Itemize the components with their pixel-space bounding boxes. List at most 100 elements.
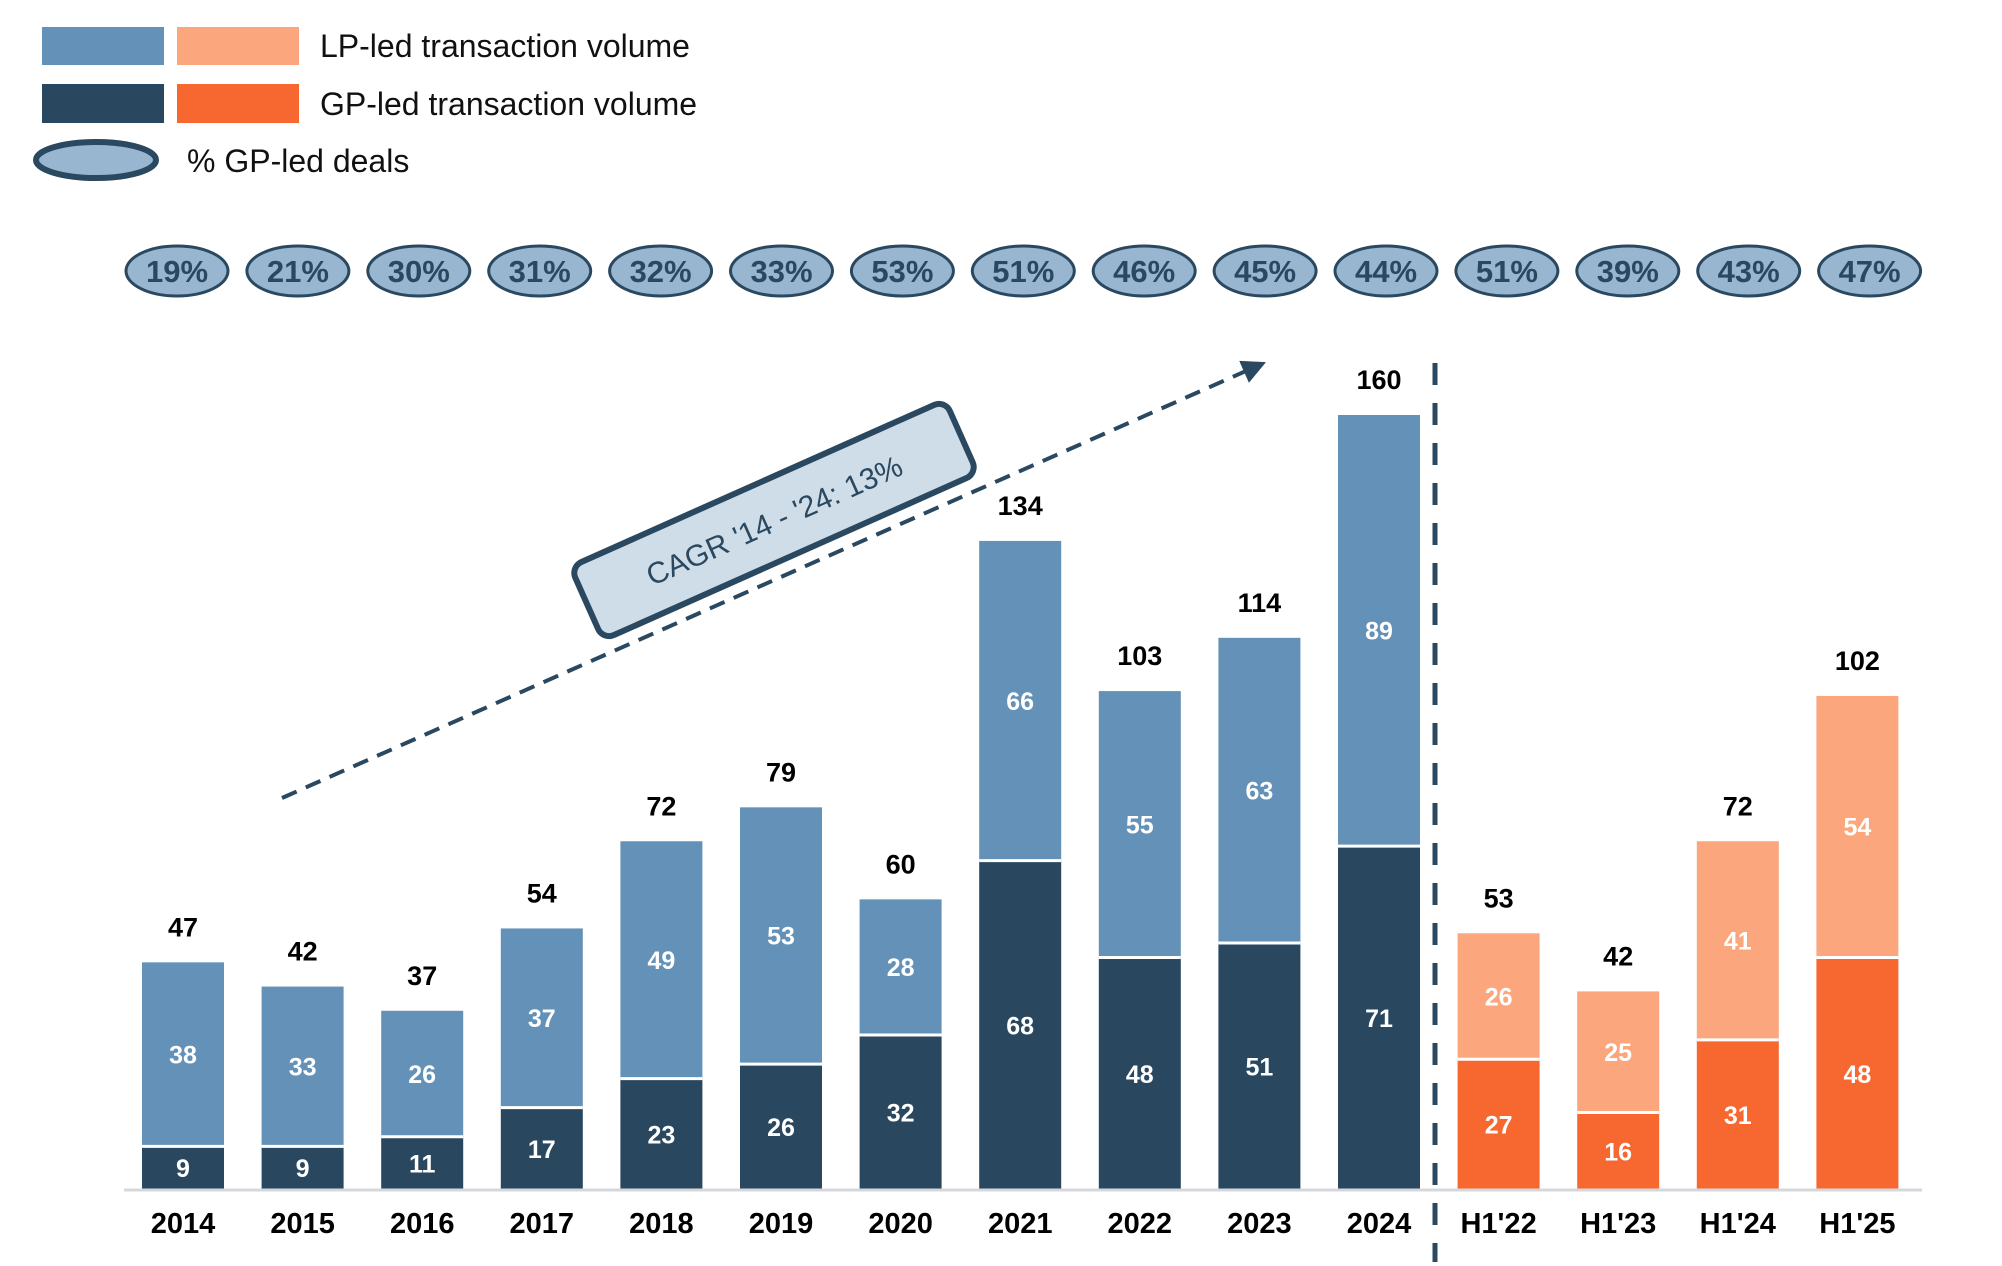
gp-share-label: 39% — [1597, 254, 1659, 289]
bar-group-2014: 9 38 47 — [142, 912, 224, 1190]
gp-share-label: 53% — [871, 254, 933, 289]
legend-label-lp: LP-led transaction volume — [320, 28, 690, 64]
gp-share-badge: 51% — [1454, 244, 1560, 298]
bar-segment-lp — [620, 841, 703, 1079]
x-tick-label: 2021 — [988, 1208, 1053, 1240]
gp-share-ellipse — [608, 244, 714, 298]
bar-segment-lp — [1098, 691, 1181, 958]
bar-group-H123: 16 25 42 — [1577, 941, 1660, 1190]
x-tick-label: 2015 — [270, 1208, 335, 1240]
gp-share-label: 21% — [267, 254, 329, 289]
gp-share-badge: 47% — [1817, 244, 1923, 298]
gp-share-badge: 46% — [1091, 244, 1197, 298]
data-label-gp: 16 — [1604, 1138, 1632, 1166]
bar-group-H124: 31 41 72 — [1696, 791, 1779, 1190]
data-label-gp: 31 — [1724, 1102, 1752, 1130]
bar-group-H122: 27 26 53 — [1457, 883, 1540, 1190]
x-tick-label: H1'25 — [1819, 1208, 1895, 1240]
gp-share-ellipse — [1091, 244, 1197, 298]
bar-segment-lp — [1816, 695, 1899, 958]
data-label-gp: 9 — [296, 1155, 310, 1183]
x-tick-label: 2018 — [629, 1208, 694, 1240]
data-label-gp: 48 — [1126, 1061, 1154, 1089]
gp-share-badge: 21% — [245, 244, 351, 298]
bar-segment-gp — [1338, 846, 1420, 1190]
gp-share-badge: 32% — [608, 244, 714, 298]
gp-share-badge: 39% — [1575, 244, 1681, 298]
bar-segment-lp — [1218, 637, 1301, 943]
gp-share-ellipse — [245, 244, 351, 298]
data-label-gp: 32 — [887, 1100, 915, 1128]
data-label-total: 102 — [1835, 646, 1880, 676]
data-label-total: 47 — [168, 912, 198, 942]
bar-group-2018: 23 49 72 — [620, 791, 703, 1190]
gp-share-badge: 30% — [366, 244, 472, 298]
bar-segment-gp — [979, 860, 1062, 1190]
bar-segment-lp — [381, 1010, 464, 1137]
gp-share-badge: 44% — [1333, 244, 1439, 298]
gp-share-badge: 19% — [124, 244, 230, 298]
x-tick-label: 2022 — [1108, 1208, 1173, 1240]
gp-share-label: 45% — [1234, 254, 1296, 289]
bar-segment-lp — [1338, 415, 1420, 847]
legend-swatch-gp-half — [177, 84, 299, 123]
gp-share-ellipse — [849, 244, 955, 298]
data-label-lp: 33 — [289, 1053, 317, 1081]
cagr-trend-arrow — [281, 360, 1266, 800]
bar-group-2019: 26 53 79 — [740, 757, 822, 1190]
data-label-total: 42 — [288, 937, 318, 967]
data-label-lp: 66 — [1006, 688, 1034, 716]
bar-segment-gp — [859, 1035, 942, 1190]
x-tick-label: 2019 — [749, 1208, 814, 1240]
bar-segment-lp — [1577, 991, 1660, 1113]
data-label-total: 79 — [766, 757, 796, 787]
data-label-gp: 9 — [176, 1155, 190, 1183]
data-label-total: 60 — [886, 849, 916, 879]
bar-group-2023: 51 63 114 — [1218, 588, 1301, 1190]
bar-segment-gp — [1218, 942, 1301, 1190]
gp-share-ellipse — [1817, 244, 1923, 298]
bar-group-2020: 32 28 60 — [859, 849, 942, 1190]
data-label-lp: 38 — [169, 1041, 197, 1069]
bar-group-2024: 71 89 160 — [1338, 365, 1420, 1190]
x-tick-label: 2020 — [868, 1208, 933, 1240]
bar-segment-lp — [740, 807, 822, 1065]
x-tick-label: H1'23 — [1580, 1208, 1656, 1240]
x-tick-label: 2023 — [1227, 1208, 1292, 1240]
data-label-lp: 41 — [1724, 928, 1752, 956]
data-label-lp: 63 — [1245, 777, 1273, 805]
x-tick-label: 2017 — [510, 1208, 575, 1240]
bar-segment-gp — [1577, 1112, 1660, 1190]
data-label-lp: 89 — [1365, 618, 1393, 646]
bar-segment-lp — [1457, 933, 1540, 1060]
data-label-gp: 71 — [1365, 1005, 1393, 1033]
bar-group-2017: 17 37 54 — [500, 878, 583, 1190]
gp-share-label: 51% — [1476, 254, 1538, 289]
bar-segment-lp — [979, 540, 1062, 861]
gp-share-label: 46% — [1113, 254, 1175, 289]
bar-segment-lp — [261, 986, 344, 1147]
gp-share-label: 51% — [992, 254, 1054, 289]
x-tick-label: H1'24 — [1700, 1208, 1776, 1240]
data-label-total: 54 — [527, 878, 557, 908]
bar-group-2022: 48 55 103 — [1098, 641, 1181, 1190]
data-label-lp: 28 — [887, 954, 915, 982]
data-label-total: 134 — [998, 491, 1043, 521]
bar-segment-lp — [1696, 841, 1779, 1040]
data-label-gp: 68 — [1006, 1012, 1034, 1040]
gp-share-ellipse — [1454, 244, 1560, 298]
bar-group-2021: 68 66 134 — [979, 491, 1062, 1190]
gp-share-label: 30% — [388, 254, 450, 289]
bar-group-H125: 48 54 102 — [1816, 646, 1899, 1190]
gp-share-label: 19% — [146, 254, 208, 289]
gp-share-row: 19% 21% 30% 31% 32% 33% 53% 51% 46% 45% 44% 51% 39% 4… — [124, 244, 1923, 298]
data-label-total: 42 — [1603, 941, 1633, 971]
data-label-total: 160 — [1356, 365, 1401, 395]
legend-label-pct: % GP-led deals — [187, 143, 409, 179]
legend: LP-led transaction volume GP-led transac… — [33, 27, 697, 181]
bar-segment-gp — [500, 1107, 583, 1190]
gp-share-badge: 51% — [970, 244, 1076, 298]
data-label-total: 53 — [1484, 883, 1514, 913]
data-label-gp: 27 — [1485, 1112, 1513, 1140]
legend-swatch-gp-annual — [42, 84, 164, 123]
